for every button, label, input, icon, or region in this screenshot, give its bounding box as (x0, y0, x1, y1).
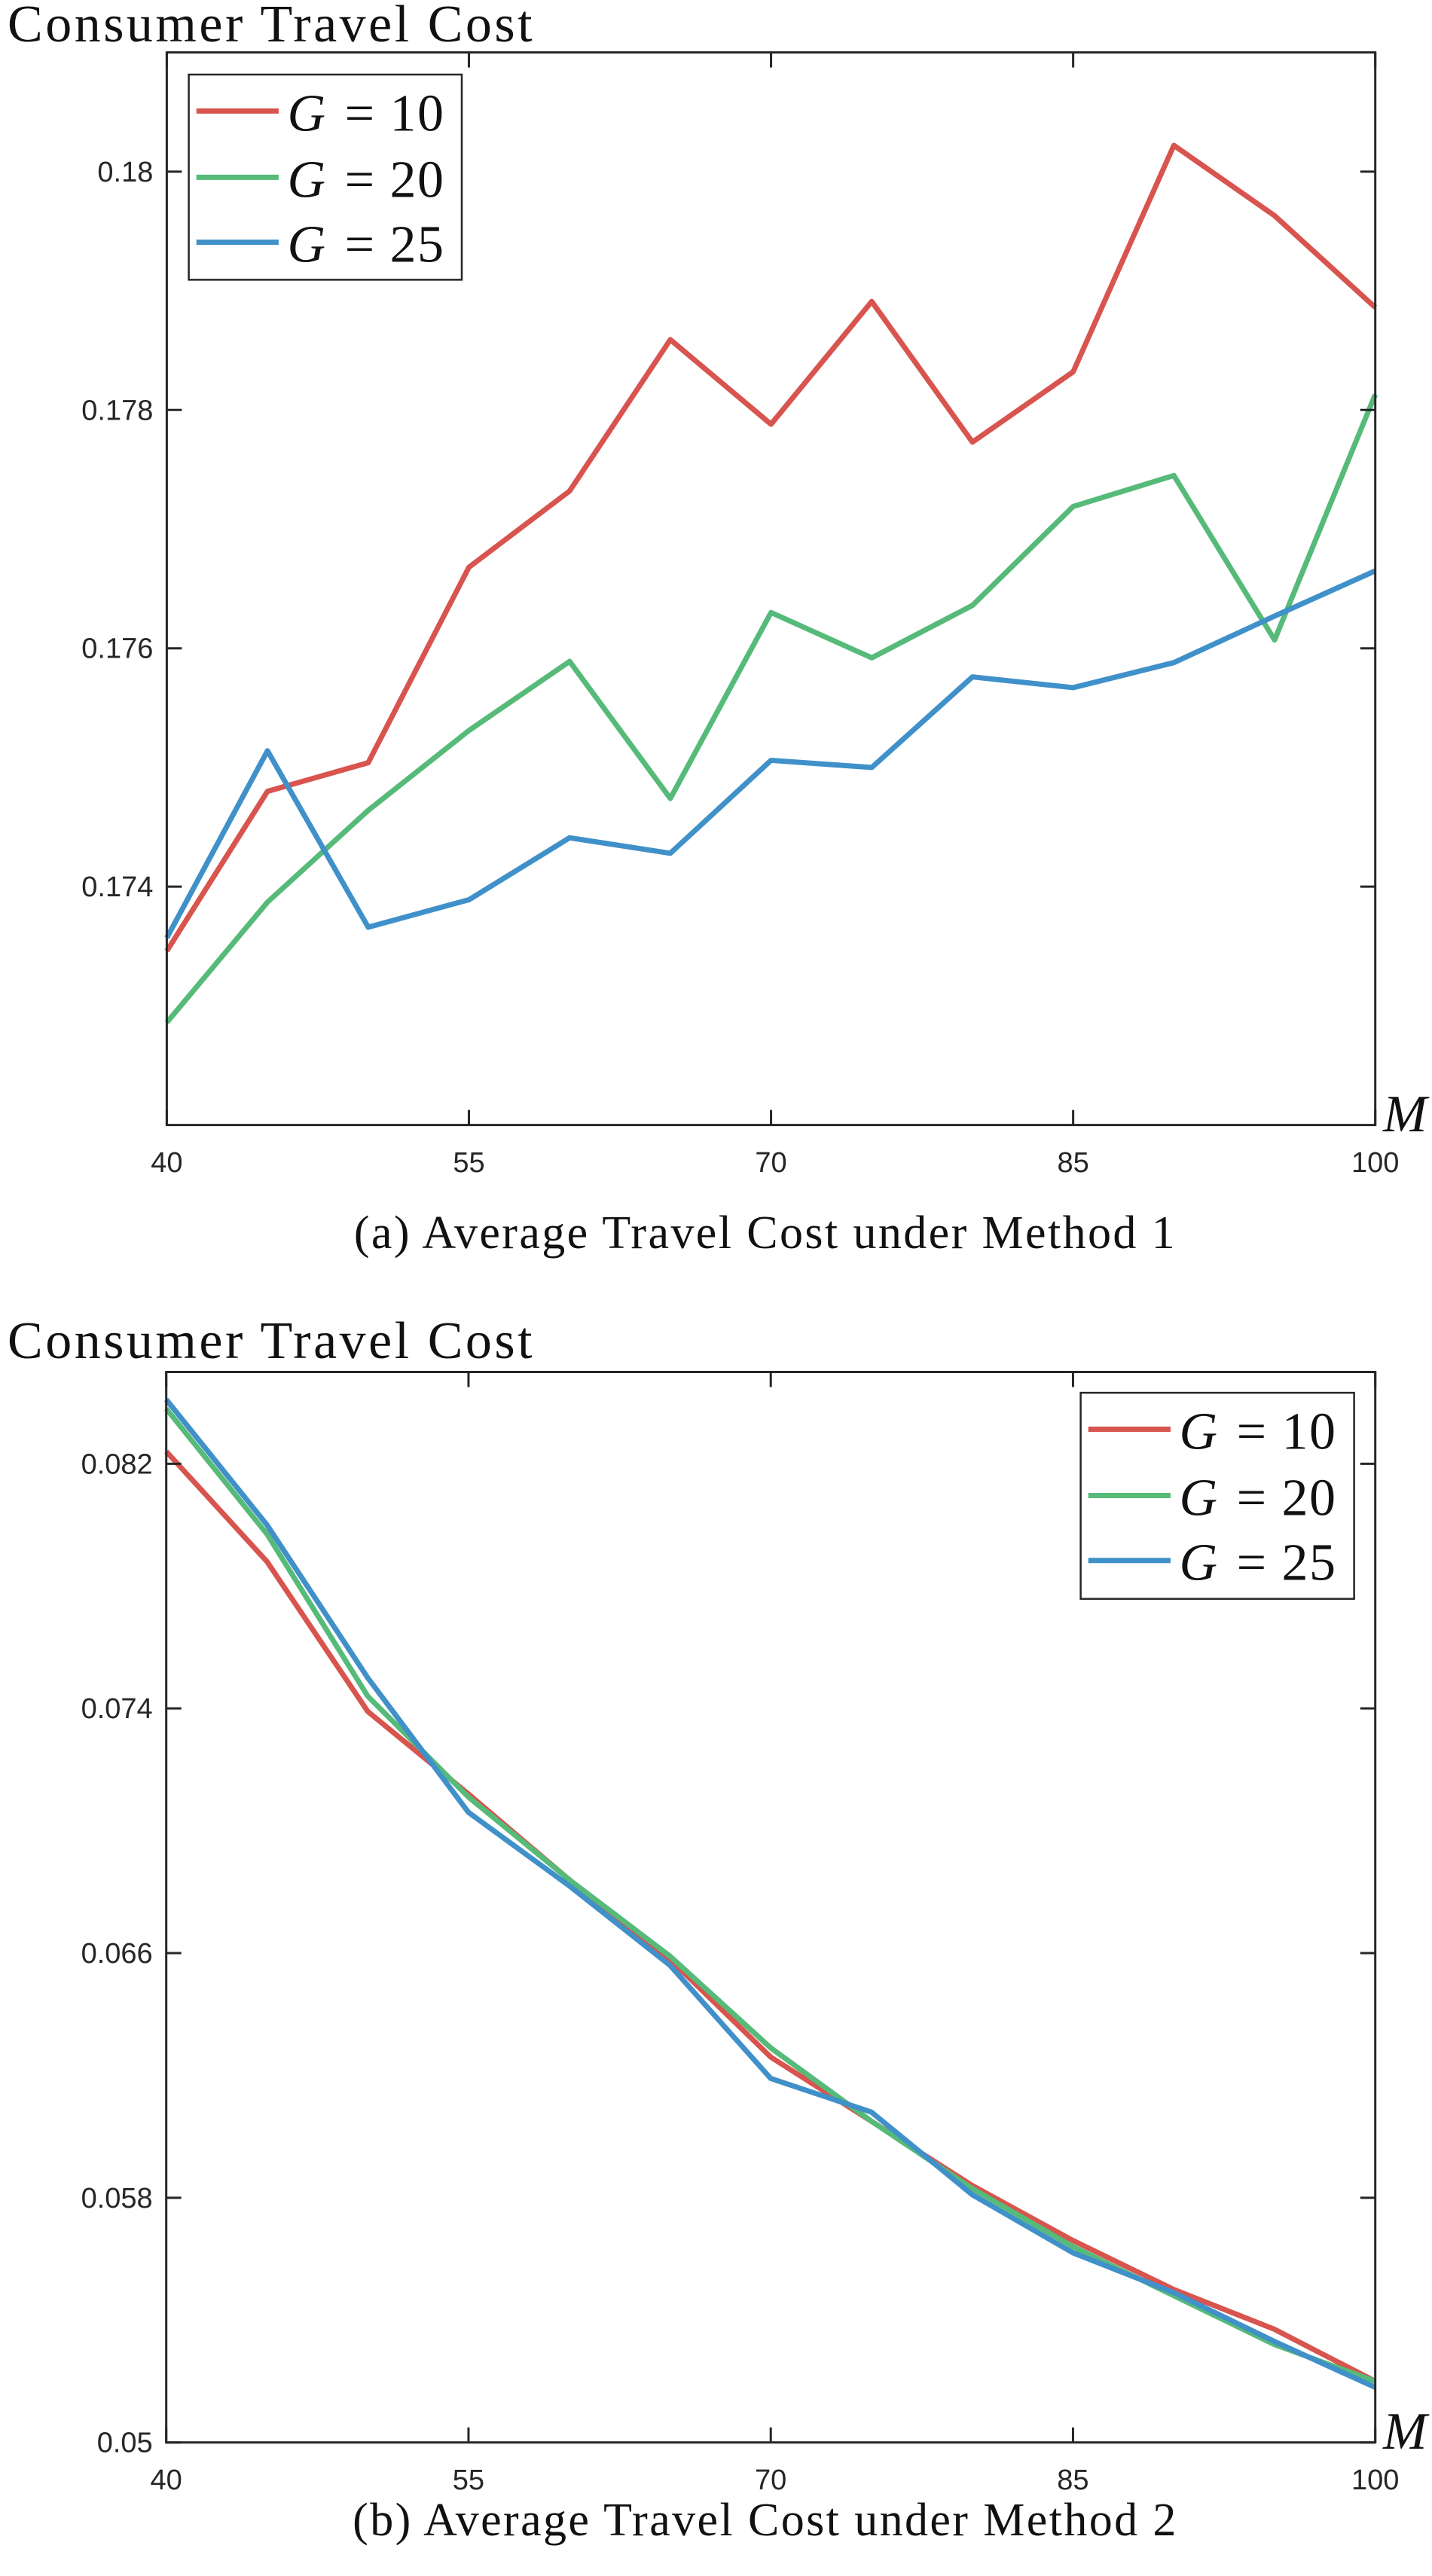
y-tick-label: 0.174 (81, 871, 153, 903)
series-line-g=25 (163, 1397, 1377, 2390)
chart-b-title: Consumer Travel Cost (8, 1312, 535, 1370)
y-tick-label: 0.074 (81, 1693, 153, 1725)
x-tick-label: 85 (1057, 2465, 1089, 2496)
y-tick-label: 0.058 (81, 2183, 153, 2214)
chart-b-plot: 40 55 70 85 100 0.05 0.058 0.066 0.074 0.082 G = 10… (81, 1371, 1399, 2496)
series-line-g=10 (164, 142, 1378, 953)
chart-b: Consumer Travel Cost 40 55 70 85 100 0.05 0.05… (8, 1312, 1430, 2546)
x-tick-label: 85 (1057, 1147, 1089, 1179)
legend: G = 10 G = 20 G = 25 (1079, 1391, 1355, 1600)
chart-b-x-axis-label: M (1382, 2403, 1430, 2461)
legend-label: G = 10 (288, 84, 445, 142)
chart-a: Consumer Travel Cost 40 55 70 85 100 0.174 0.1… (8, 0, 1430, 1259)
y-tick-label: 0.066 (81, 1938, 153, 1970)
axis-ticks (165, 1372, 1377, 2444)
y-tick-label: 0.05 (97, 2428, 153, 2459)
chart-a-plot: 40 55 70 85 100 0.174 0.176 0.178 0.18 G = 10 G = 20… (81, 51, 1399, 1179)
chart-a-caption: (a) Average Travel Cost under Method 1 (354, 1207, 1177, 1259)
y-tick-label: 0.178 (81, 395, 153, 426)
x-tick-label: 70 (755, 1147, 786, 1179)
legend-label: G = 20 (1180, 1470, 1337, 1528)
legend-label: G = 25 (1180, 1534, 1337, 1592)
x-tick-label: 55 (453, 2465, 484, 2496)
x-tick-label: 40 (151, 2465, 182, 2496)
y-tick-label: 0.176 (81, 633, 153, 665)
x-tick-label: 40 (151, 1147, 182, 1179)
axis-ticks (165, 52, 1377, 1125)
x-tick-label: 100 (1351, 1147, 1399, 1179)
chart-b-caption: (b) Average Travel Cost under Method 2 (353, 2495, 1178, 2546)
x-tick-label: 100 (1351, 2465, 1399, 2496)
legend-label: G = 10 (1180, 1403, 1337, 1461)
x-tick-label: 70 (755, 2465, 786, 2496)
legend-label: G = 25 (288, 216, 445, 274)
series-line-g=20 (164, 393, 1378, 1024)
y-tick-label: 0.082 (81, 1448, 153, 1480)
series-line-g=25 (164, 568, 1377, 939)
series-line-g=10 (164, 1449, 1377, 2384)
legend-label: G = 20 (288, 151, 445, 209)
x-tick-label: 55 (453, 1147, 484, 1179)
y-tick-label: 0.18 (97, 157, 153, 188)
series-line-g=20 (163, 1407, 1376, 2384)
legend: G = 10 G = 20 G = 25 (188, 73, 463, 281)
chart-a-title: Consumer Travel Cost (8, 0, 535, 53)
chart-a-x-axis-label: M (1382, 1085, 1430, 1143)
